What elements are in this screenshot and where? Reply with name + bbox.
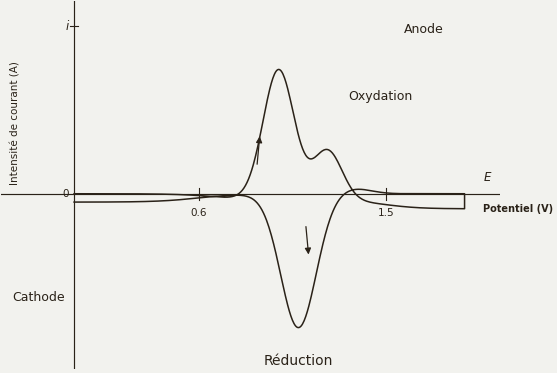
Text: i: i [66, 20, 69, 33]
Text: Anode: Anode [404, 23, 444, 36]
Text: Cathode: Cathode [12, 291, 65, 304]
Text: 0: 0 [62, 189, 69, 199]
Text: 0.6: 0.6 [190, 208, 207, 218]
Text: Oxydation: Oxydation [348, 90, 413, 103]
Text: Intensité de courant (A): Intensité de courant (A) [11, 62, 21, 185]
Text: $E$: $E$ [483, 171, 492, 184]
Text: Potentiel (V): Potentiel (V) [483, 204, 554, 214]
Text: Réduction: Réduction [263, 354, 333, 368]
Text: 1.5: 1.5 [377, 208, 394, 218]
